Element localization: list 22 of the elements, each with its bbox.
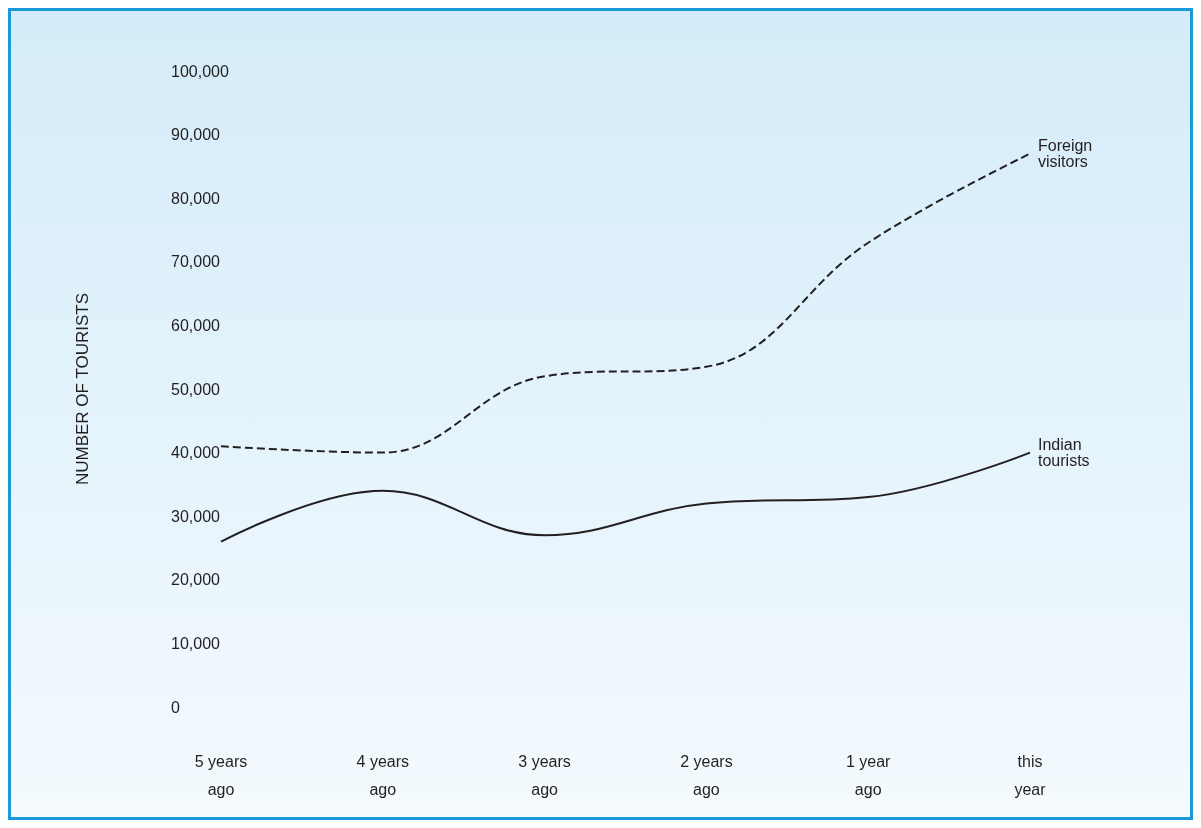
series-label: Indian tourists — [1038, 436, 1090, 470]
y-tick-label: 50,000 — [171, 380, 221, 398]
y-tick-label: 30,000 — [171, 507, 221, 525]
y-tick-label: 20,000 — [171, 571, 221, 589]
y-tick-label: 70,000 — [171, 253, 221, 271]
line-series — [220, 152, 1031, 454]
line-series — [220, 451, 1031, 543]
series-label: Foreign visitors — [1038, 137, 1093, 171]
x-tick-label: 2 years ago — [680, 752, 733, 798]
x-tick-label: 3 years ago — [518, 752, 571, 798]
y-axis-title: NUMBER OF TOURISTS — [73, 292, 92, 486]
y-tick-label: 100,000 — [171, 62, 229, 80]
y-tick-label: 80,000 — [171, 189, 221, 207]
y-tick-label: 90,000 — [171, 126, 221, 144]
x-tick-label: 4 years ago — [356, 752, 410, 798]
y-tick-label: 0 — [171, 698, 180, 716]
x-tick-label: 5 years ago — [194, 752, 248, 798]
x-tick-label: 1 year ago — [845, 752, 892, 798]
x-tick-label: this year — [1014, 752, 1047, 798]
y-tick-label: 10,000 — [171, 634, 221, 652]
y-tick-label: 40,000 — [171, 444, 221, 462]
y-tick-label: 60,000 — [171, 316, 221, 334]
